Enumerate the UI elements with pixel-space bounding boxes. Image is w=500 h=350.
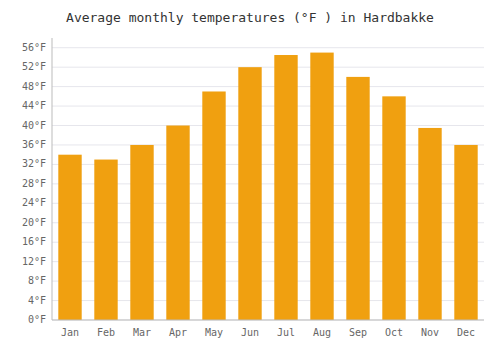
- bar: [454, 145, 477, 320]
- y-tick-label: 32°F: [22, 158, 46, 169]
- y-tick-label: 16°F: [22, 236, 46, 247]
- grid: [52, 48, 484, 320]
- bar: [382, 96, 405, 320]
- x-tick-label: May: [205, 327, 223, 338]
- grid-line: [52, 125, 484, 126]
- x-tick-label: Jul: [277, 327, 295, 338]
- y-tick-label: 20°F: [22, 217, 46, 228]
- x-tick-label: Sep: [349, 327, 367, 338]
- y-tick-label: 8°F: [28, 275, 46, 286]
- grid-line: [52, 67, 484, 68]
- grid-line: [52, 86, 484, 87]
- y-axis-line: [52, 38, 53, 320]
- bar: [94, 160, 117, 320]
- x-tick-label: Dec: [457, 327, 475, 338]
- x-tick-label: Aug: [313, 327, 331, 338]
- y-tick-label: 24°F: [22, 197, 46, 208]
- bar: [274, 55, 297, 320]
- bar: [346, 77, 369, 320]
- x-tick-label: Feb: [97, 327, 115, 338]
- y-tick-label: 12°F: [22, 256, 46, 267]
- y-tick-label: 48°F: [22, 81, 46, 92]
- grid-line: [52, 106, 484, 107]
- bar: [418, 128, 441, 320]
- title: Average monthly temperatures (°F ) in Ha…: [66, 10, 434, 25]
- bar: [58, 155, 81, 320]
- chart: 0°F 4°F 8°F 12°F 16°F 20°F 24°F 28°F 32°F 36°F 40°…: [0, 0, 500, 350]
- y-tick-label: 36°F: [22, 139, 46, 150]
- bar: [238, 67, 261, 320]
- x-tick-label: Jan: [61, 327, 79, 338]
- y-tick-label: 52°F: [22, 61, 46, 72]
- y-tick-label: 0°F: [28, 314, 46, 325]
- bar: [310, 53, 333, 320]
- x-tick-label: Mar: [133, 327, 151, 338]
- bar: [166, 126, 189, 320]
- y-tick-label: 44°F: [22, 100, 46, 111]
- bar: [202, 91, 225, 320]
- x-tick-label: Oct: [385, 327, 403, 338]
- grid-line: [52, 47, 484, 48]
- bar: [130, 145, 153, 320]
- bars: [58, 53, 477, 320]
- y-tick-label: 40°F: [22, 120, 46, 131]
- y-tick-label: 4°F: [28, 295, 46, 306]
- x-tick-label: Nov: [421, 327, 439, 338]
- x-tick-label: Apr: [169, 327, 187, 338]
- x-tick-label: Jun: [241, 327, 259, 338]
- y-tick-label: 28°F: [22, 178, 46, 189]
- y-tick-label: 56°F: [22, 42, 46, 53]
- grid-line: [52, 320, 484, 321]
- x-axis-line: [52, 320, 484, 321]
